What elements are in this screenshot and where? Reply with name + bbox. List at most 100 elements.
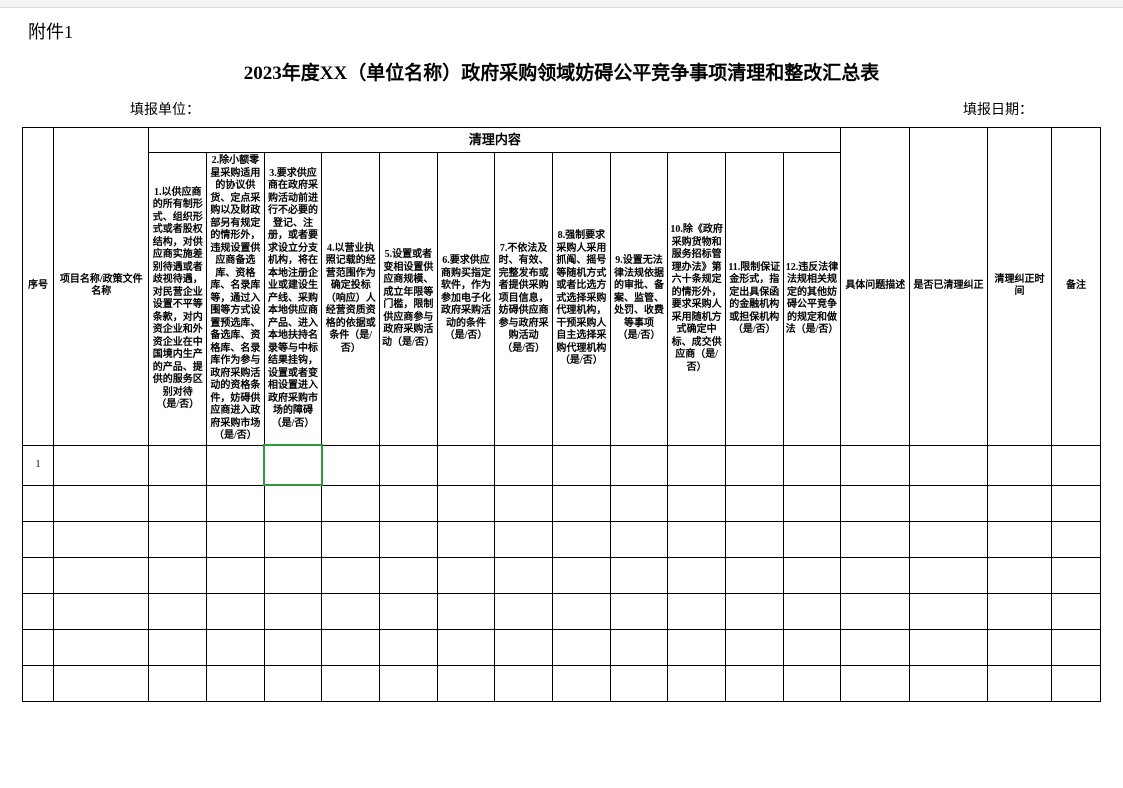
cell[interactable]	[783, 445, 841, 485]
cell[interactable]	[207, 665, 265, 701]
cell[interactable]	[725, 593, 783, 629]
cell[interactable]	[437, 593, 495, 629]
cell[interactable]	[207, 445, 265, 485]
cell[interactable]	[987, 445, 1051, 485]
cell[interactable]	[380, 485, 438, 521]
cell[interactable]	[553, 557, 611, 593]
cell[interactable]	[553, 485, 611, 521]
cell[interactable]	[610, 629, 668, 665]
cell[interactable]	[264, 557, 322, 593]
cell[interactable]	[495, 557, 553, 593]
cell[interactable]	[54, 485, 149, 521]
cell[interactable]	[322, 485, 380, 521]
cell[interactable]	[610, 593, 668, 629]
cell[interactable]	[264, 665, 322, 701]
table-row[interactable]: 1	[23, 445, 1101, 485]
cell[interactable]	[987, 521, 1051, 557]
cell[interactable]	[207, 557, 265, 593]
cell[interactable]	[380, 521, 438, 557]
cell[interactable]	[322, 521, 380, 557]
cell[interactable]	[495, 593, 553, 629]
cell[interactable]	[1052, 445, 1101, 485]
cell[interactable]	[610, 665, 668, 701]
cell[interactable]	[725, 665, 783, 701]
cell[interactable]	[725, 485, 783, 521]
cell[interactable]	[841, 665, 910, 701]
cell[interactable]	[1052, 485, 1101, 521]
cell[interactable]	[207, 593, 265, 629]
cell[interactable]	[495, 629, 553, 665]
cell[interactable]	[54, 557, 149, 593]
cell[interactable]	[668, 557, 726, 593]
cell[interactable]	[553, 629, 611, 665]
cell[interactable]	[553, 521, 611, 557]
cell[interactable]	[264, 485, 322, 521]
cell[interactable]	[668, 593, 726, 629]
cell-seq[interactable]	[23, 485, 54, 521]
cell[interactable]	[668, 665, 726, 701]
cell[interactable]	[149, 445, 207, 485]
cell[interactable]	[1052, 557, 1101, 593]
cell[interactable]	[54, 445, 149, 485]
cell[interactable]	[783, 629, 841, 665]
cell[interactable]	[841, 445, 910, 485]
cell[interactable]	[149, 593, 207, 629]
table-row[interactable]	[23, 665, 1101, 701]
cell[interactable]	[783, 593, 841, 629]
table-row[interactable]	[23, 485, 1101, 521]
cell[interactable]	[380, 665, 438, 701]
cell[interactable]	[610, 485, 668, 521]
cell[interactable]	[610, 557, 668, 593]
cell[interactable]	[910, 593, 988, 629]
cell[interactable]	[841, 557, 910, 593]
cell[interactable]	[149, 485, 207, 521]
cell[interactable]	[987, 629, 1051, 665]
cell[interactable]	[495, 521, 553, 557]
cell[interactable]	[437, 521, 495, 557]
cell[interactable]	[910, 557, 988, 593]
cell[interactable]	[668, 485, 726, 521]
table-row[interactable]	[23, 521, 1101, 557]
cell[interactable]	[725, 629, 783, 665]
cell[interactable]	[264, 629, 322, 665]
cell[interactable]	[910, 445, 988, 485]
cell-seq[interactable]	[23, 557, 54, 593]
cell[interactable]	[207, 629, 265, 665]
cell[interactable]	[437, 629, 495, 665]
cell[interactable]	[1052, 521, 1101, 557]
cell[interactable]	[841, 629, 910, 665]
cell[interactable]	[264, 521, 322, 557]
cell[interactable]	[1052, 629, 1101, 665]
cell[interactable]	[987, 557, 1051, 593]
cell[interactable]	[322, 557, 380, 593]
cell[interactable]	[149, 557, 207, 593]
cell[interactable]	[783, 521, 841, 557]
table-row[interactable]	[23, 629, 1101, 665]
cell[interactable]	[910, 521, 988, 557]
cell-seq[interactable]	[23, 665, 54, 701]
cell[interactable]	[910, 629, 988, 665]
table-row[interactable]	[23, 593, 1101, 629]
cell[interactable]	[841, 485, 910, 521]
cell[interactable]	[987, 593, 1051, 629]
cell-seq[interactable]	[23, 593, 54, 629]
cell[interactable]	[987, 485, 1051, 521]
cell[interactable]	[380, 593, 438, 629]
cell[interactable]	[54, 593, 149, 629]
cell[interactable]	[668, 629, 726, 665]
cell[interactable]	[495, 665, 553, 701]
cell[interactable]	[54, 629, 149, 665]
cell[interactable]	[610, 521, 668, 557]
cell[interactable]	[725, 445, 783, 485]
cell[interactable]	[322, 593, 380, 629]
cell[interactable]	[725, 557, 783, 593]
cell[interactable]	[437, 665, 495, 701]
cell[interactable]	[987, 665, 1051, 701]
cell[interactable]	[149, 521, 207, 557]
cell[interactable]	[553, 445, 611, 485]
cell[interactable]	[207, 485, 265, 521]
cell-seq[interactable]	[23, 521, 54, 557]
cell[interactable]	[841, 521, 910, 557]
cell-seq[interactable]: 1	[23, 445, 54, 485]
cell[interactable]	[495, 445, 553, 485]
